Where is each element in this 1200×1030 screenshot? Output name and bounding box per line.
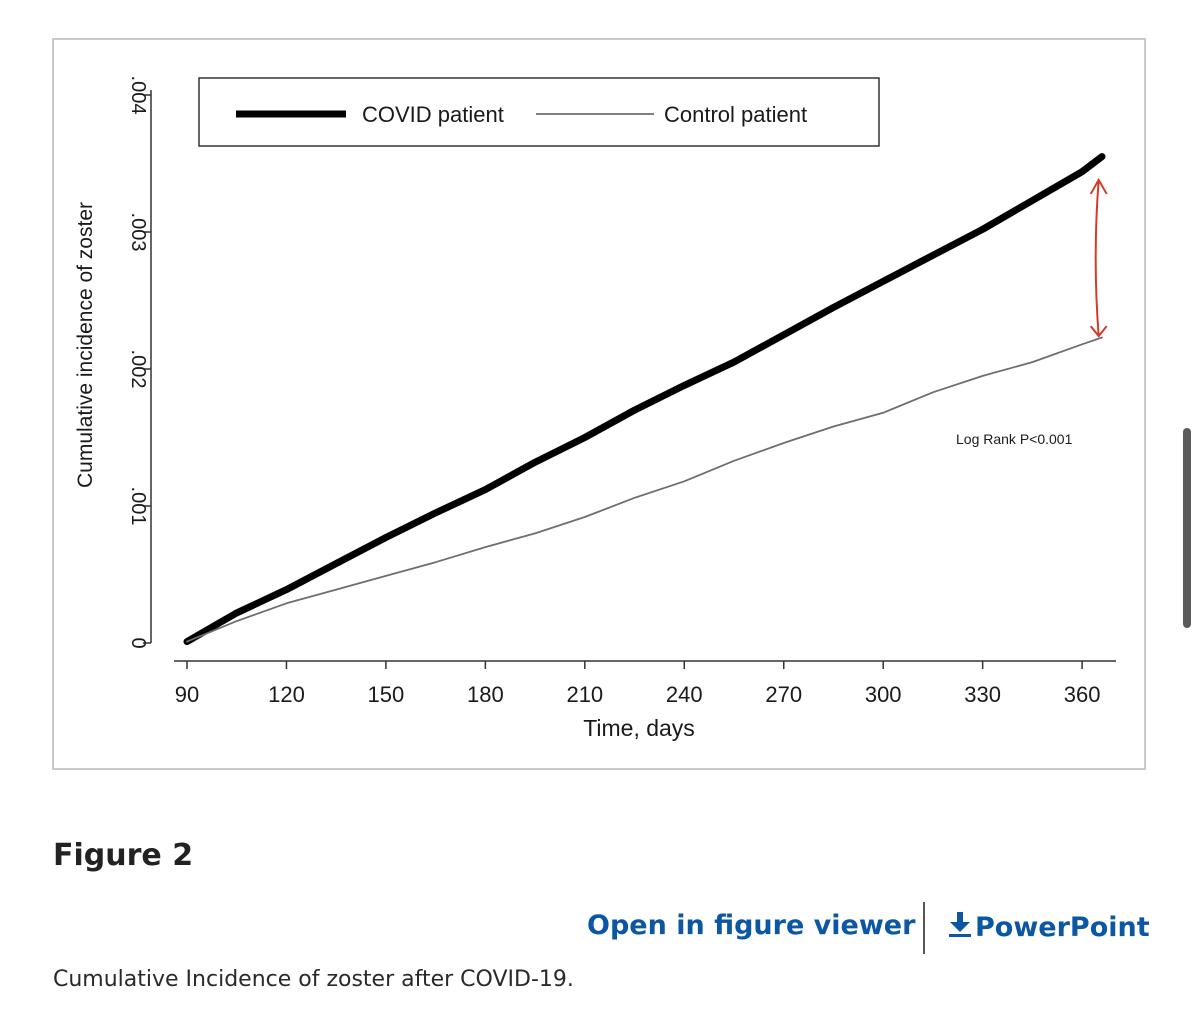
red-arrow-head-top bbox=[1089, 177, 1108, 195]
red-arrow-head-bottom bbox=[1089, 325, 1108, 338]
x-tick-label: 270 bbox=[765, 682, 802, 707]
open-in-figure-viewer-link[interactable]: Open in figure viewer bbox=[587, 910, 916, 941]
x-tick-label: 180 bbox=[467, 682, 504, 707]
x-tick-label: 90 bbox=[175, 682, 199, 707]
download-icon bbox=[947, 910, 975, 945]
x-tick-label: 330 bbox=[964, 682, 1001, 707]
x-axis-title: Time, days bbox=[583, 715, 695, 741]
scrollbar-thumb[interactable] bbox=[1183, 428, 1191, 628]
y-tick-label: .001 bbox=[127, 487, 149, 526]
y-tick-label: .003 bbox=[127, 213, 149, 252]
log-rank-annotation: Log Rank P<0.001 bbox=[956, 431, 1073, 447]
figure-caption: Cumulative Incidence of zoster after COV… bbox=[53, 967, 574, 992]
figure-label: Figure 2 bbox=[53, 838, 194, 873]
powerpoint-label: PowerPoint bbox=[975, 912, 1150, 943]
x-tick-label: 210 bbox=[566, 682, 603, 707]
x-tick-label: 360 bbox=[1064, 682, 1101, 707]
covid-patient-line bbox=[183, 153, 1106, 646]
x-tick-label: 120 bbox=[268, 682, 305, 707]
x-tick-label: 150 bbox=[368, 682, 405, 707]
legend-control-label: Control patient bbox=[664, 102, 807, 127]
x-tick-label: 240 bbox=[666, 682, 703, 707]
action-divider bbox=[923, 902, 925, 954]
y-tick-label: .004 bbox=[127, 76, 149, 115]
legend-covid-label: COVID patient bbox=[362, 102, 504, 127]
figure-frame: 0 .001 .002 .003 .004 90 120 150 180 210 240 270 300… bbox=[52, 38, 1146, 770]
zoster-incidence-chart: 0 .001 .002 .003 .004 90 120 150 180 210 240 270 300… bbox=[74, 76, 1116, 741]
powerpoint-download-link[interactable]: PowerPoint bbox=[947, 910, 1150, 945]
x-tick-label: 300 bbox=[865, 682, 902, 707]
red-arrow-shaft bbox=[1094, 179, 1100, 337]
y-tick-label: .002 bbox=[127, 350, 149, 389]
y-axis-title: Cumulative incidence of zoster bbox=[74, 202, 97, 488]
y-tick-label: 0 bbox=[127, 637, 149, 648]
control-patient-line bbox=[186, 336, 1103, 643]
